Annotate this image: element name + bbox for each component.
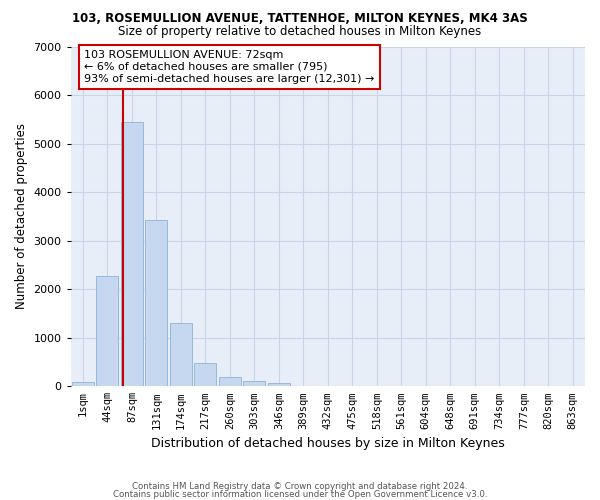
Bar xyxy=(97,276,118,386)
X-axis label: Distribution of detached houses by size in Milton Keynes: Distribution of detached houses by size … xyxy=(151,437,505,450)
Text: 103, ROSEMULLION AVENUE, TATTENHOE, MILTON KEYNES, MK4 3AS: 103, ROSEMULLION AVENUE, TATTENHOE, MILT… xyxy=(72,12,528,26)
Text: Size of property relative to detached houses in Milton Keynes: Size of property relative to detached ho… xyxy=(118,25,482,38)
Bar xyxy=(244,381,265,386)
Y-axis label: Number of detached properties: Number of detached properties xyxy=(15,124,28,310)
Bar xyxy=(72,382,94,386)
Bar xyxy=(194,363,217,386)
Bar xyxy=(121,122,143,386)
Text: 103 ROSEMULLION AVENUE: 72sqm
← 6% of detached houses are smaller (795)
93% of s: 103 ROSEMULLION AVENUE: 72sqm ← 6% of de… xyxy=(84,50,374,84)
Text: Contains public sector information licensed under the Open Government Licence v3: Contains public sector information licen… xyxy=(113,490,487,499)
Bar xyxy=(268,383,290,386)
Bar xyxy=(219,376,241,386)
Bar xyxy=(170,322,192,386)
Bar xyxy=(145,220,167,386)
Text: Contains HM Land Registry data © Crown copyright and database right 2024.: Contains HM Land Registry data © Crown c… xyxy=(132,482,468,491)
